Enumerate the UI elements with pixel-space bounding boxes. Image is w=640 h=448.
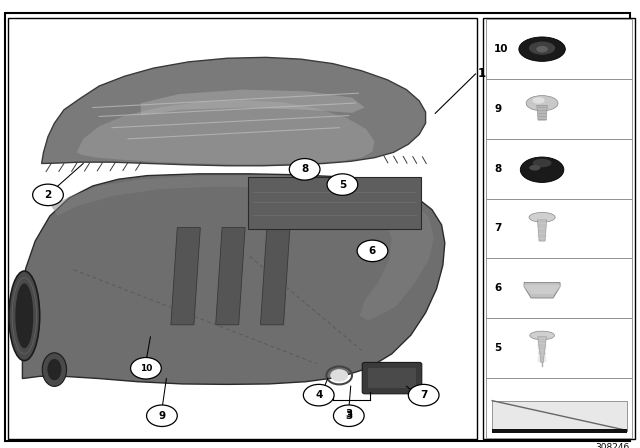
Circle shape xyxy=(131,358,161,379)
Text: 5: 5 xyxy=(494,343,501,353)
Text: 3: 3 xyxy=(345,409,353,419)
Ellipse shape xyxy=(520,157,564,182)
Text: 9: 9 xyxy=(494,104,501,114)
Text: 308246: 308246 xyxy=(595,443,630,448)
Circle shape xyxy=(333,405,364,426)
Text: 9: 9 xyxy=(158,411,166,421)
Circle shape xyxy=(330,369,348,382)
Bar xyxy=(486,198,632,258)
Ellipse shape xyxy=(536,46,548,52)
Text: 10: 10 xyxy=(140,364,152,373)
Circle shape xyxy=(303,384,334,406)
Text: 4: 4 xyxy=(315,390,323,400)
Ellipse shape xyxy=(519,37,565,61)
Bar xyxy=(368,368,416,388)
Text: 8: 8 xyxy=(494,164,501,174)
Text: 2: 2 xyxy=(44,190,52,200)
Ellipse shape xyxy=(532,97,545,103)
Ellipse shape xyxy=(42,353,67,386)
Bar xyxy=(492,429,627,433)
Polygon shape xyxy=(492,401,627,431)
Bar xyxy=(486,19,632,79)
Bar xyxy=(486,378,632,438)
Polygon shape xyxy=(538,337,547,363)
Polygon shape xyxy=(77,100,374,164)
Text: 5: 5 xyxy=(339,180,346,190)
Text: 10: 10 xyxy=(494,44,509,54)
Circle shape xyxy=(408,384,439,406)
Ellipse shape xyxy=(47,359,61,380)
Polygon shape xyxy=(216,228,245,325)
Ellipse shape xyxy=(532,159,552,167)
Polygon shape xyxy=(537,105,547,120)
Ellipse shape xyxy=(529,42,555,55)
Ellipse shape xyxy=(526,95,558,111)
Polygon shape xyxy=(260,228,290,325)
Circle shape xyxy=(289,159,320,180)
Circle shape xyxy=(327,174,358,195)
Polygon shape xyxy=(141,90,365,116)
Polygon shape xyxy=(22,174,445,384)
Ellipse shape xyxy=(15,284,33,349)
Ellipse shape xyxy=(529,165,540,171)
Bar xyxy=(8,18,477,439)
Polygon shape xyxy=(42,57,426,166)
Circle shape xyxy=(33,184,63,206)
Text: 7: 7 xyxy=(494,224,502,233)
Polygon shape xyxy=(538,220,547,241)
Ellipse shape xyxy=(530,331,554,340)
Text: 3: 3 xyxy=(345,411,353,421)
Polygon shape xyxy=(171,228,200,325)
Text: 6: 6 xyxy=(369,246,376,256)
Text: 6: 6 xyxy=(494,283,501,293)
Bar xyxy=(483,18,635,439)
Circle shape xyxy=(147,405,177,426)
Text: 7: 7 xyxy=(420,390,428,400)
Bar xyxy=(486,318,632,378)
Ellipse shape xyxy=(529,212,555,222)
Bar xyxy=(486,79,632,139)
Polygon shape xyxy=(524,285,560,294)
Text: 8: 8 xyxy=(301,164,308,174)
Ellipse shape xyxy=(9,271,40,361)
Bar xyxy=(486,139,632,198)
Polygon shape xyxy=(51,176,434,320)
Bar xyxy=(486,258,632,318)
Bar xyxy=(248,177,421,229)
Circle shape xyxy=(357,240,388,262)
FancyBboxPatch shape xyxy=(362,362,422,394)
Text: 1: 1 xyxy=(477,67,486,81)
Polygon shape xyxy=(524,283,560,298)
